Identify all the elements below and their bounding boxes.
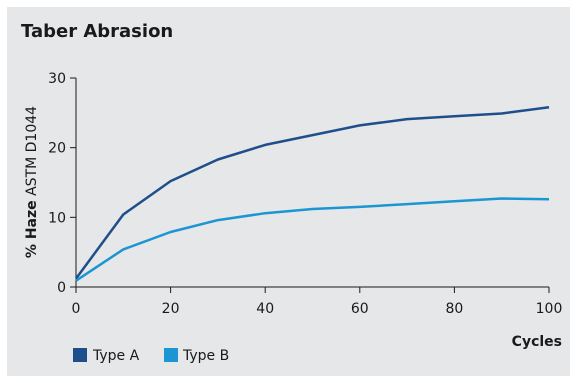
axes bbox=[75, 78, 549, 288]
y-tick-label: 20 bbox=[48, 141, 66, 157]
y-axis-label: % Haze ASTM D1044 bbox=[24, 106, 40, 258]
series-line-type-a bbox=[74, 106, 550, 280]
chart-panel bbox=[7, 7, 570, 376]
legend-label-type-a: Type A bbox=[92, 348, 140, 364]
legend-swatch-type-b bbox=[164, 348, 178, 362]
x-tick-label: 80 bbox=[445, 301, 463, 317]
y-axis-label-bold: % Haze bbox=[24, 200, 40, 258]
series-group bbox=[74, 106, 550, 282]
x-tick-label: 0 bbox=[72, 301, 81, 317]
x-tick-label: 60 bbox=[351, 301, 369, 317]
chart-title: Taber Abrasion bbox=[21, 21, 173, 42]
y-ticks: 0 10 20 30 bbox=[48, 71, 76, 296]
x-tick-label: 100 bbox=[536, 301, 563, 317]
legend-swatch-type-a bbox=[73, 348, 87, 362]
y-tick-label: 0 bbox=[57, 280, 66, 296]
legend-label-type-b: Type B bbox=[182, 348, 229, 364]
x-ticks: 0 20 40 60 80 100 bbox=[72, 287, 563, 317]
y-axis-label-rest: ASTM D1044 bbox=[24, 106, 40, 200]
y-tick-label: 10 bbox=[48, 210, 66, 226]
x-tick-label: 40 bbox=[256, 301, 274, 317]
y-tick-label: 30 bbox=[48, 71, 66, 87]
x-axis-label: Cycles bbox=[512, 334, 562, 350]
series-line-type-b bbox=[75, 197, 550, 282]
x-tick-label: 20 bbox=[162, 301, 180, 317]
legend: Type A Type B bbox=[73, 348, 229, 364]
